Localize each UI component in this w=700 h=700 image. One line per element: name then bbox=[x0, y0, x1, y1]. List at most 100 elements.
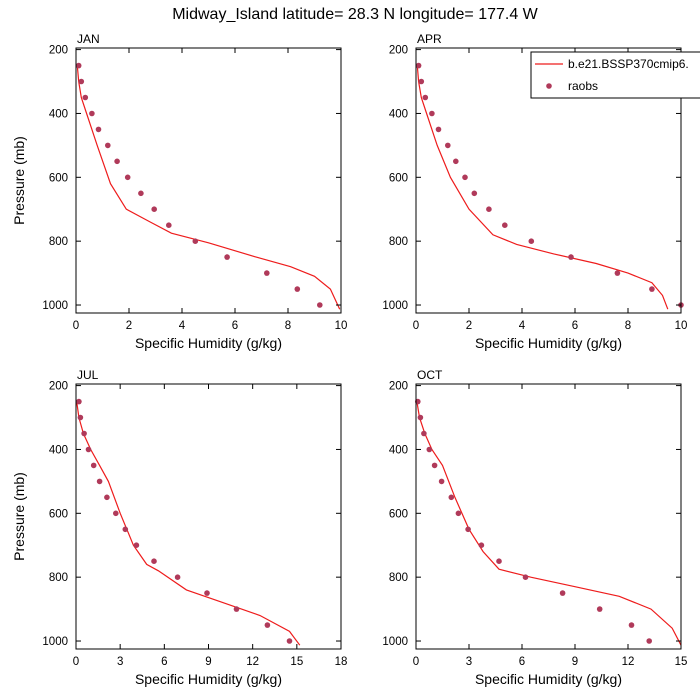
oct-y-tick-label: 1000 bbox=[382, 636, 408, 648]
oct-x-tick-label: 12 bbox=[622, 656, 635, 668]
jan-y-axis-label: Pressure (mb) bbox=[11, 136, 27, 225]
jan-model-line bbox=[76, 65, 341, 310]
apr-obs-point bbox=[415, 62, 422, 69]
apr-obs-point bbox=[422, 94, 429, 101]
apr-x-tick-label: 10 bbox=[675, 320, 688, 332]
jul-panel-title: JUL bbox=[77, 368, 99, 382]
panel-jan: 0 2 4 6 8 10 200 400 600 800 1000 JAN Specific Humid… bbox=[11, 32, 347, 351]
apr-x-tick-label: 4 bbox=[519, 320, 526, 332]
apr-y-tick-label: 800 bbox=[389, 236, 408, 248]
jul-y-tick-label: 400 bbox=[49, 444, 68, 456]
apr-y-tick-label: 200 bbox=[389, 45, 408, 57]
apr-y-tick-label: 400 bbox=[389, 108, 408, 120]
legend-model-label: b.e21.BSSP370cmip6. bbox=[568, 57, 689, 71]
jul-x-tick-label: 15 bbox=[290, 656, 303, 668]
jul-obs-point bbox=[90, 462, 97, 469]
apr-obs-point bbox=[445, 142, 451, 149]
jan-obs-point bbox=[192, 238, 199, 244]
oct-model-line bbox=[416, 401, 682, 646]
jan-obs-point bbox=[224, 254, 230, 260]
oct-obs-point bbox=[646, 638, 652, 644]
apr-obs-point bbox=[471, 190, 478, 197]
apr-obs-point bbox=[429, 110, 435, 117]
oct-y-tick-label: 400 bbox=[389, 444, 408, 456]
jul-obs-point bbox=[133, 542, 140, 548]
jul-y-tick-label: 600 bbox=[49, 508, 68, 520]
apr-obs-point bbox=[435, 126, 442, 133]
jan-obs-point bbox=[166, 222, 172, 228]
apr-y-tick-label: 600 bbox=[389, 172, 408, 184]
jan-x-tick-label: 0 bbox=[73, 320, 79, 332]
oct-obs-point bbox=[496, 558, 502, 564]
legend: b.e21.BSSP370cmip6. raobs bbox=[530, 51, 700, 99]
legend-box bbox=[530, 51, 700, 99]
apr-model-line bbox=[416, 65, 669, 310]
jul-x-tick-label: 0 bbox=[73, 656, 79, 668]
oct-y-tick-label: 200 bbox=[389, 381, 408, 393]
jan-obs-point bbox=[75, 62, 82, 69]
apr-x-axis-label: Specific Humidity (g/kg) bbox=[475, 335, 622, 351]
figure-title: Midway_Island latitude= 28.3 N longitude… bbox=[172, 6, 538, 23]
jan-obs-point bbox=[138, 190, 144, 197]
jan-x-axis-label: Specific Humidity (g/kg) bbox=[135, 335, 282, 351]
oct-panel-title: OCT bbox=[417, 368, 443, 382]
apr-plot-frame bbox=[415, 47, 682, 314]
oct-obs-point bbox=[559, 590, 566, 596]
jan-y-tick-label: 200 bbox=[49, 45, 68, 57]
jul-x-tick-label: 3 bbox=[117, 656, 123, 668]
oct-obs-point bbox=[426, 446, 433, 453]
jan-obs-point bbox=[114, 158, 120, 165]
jul-obs-point bbox=[85, 446, 92, 453]
apr-y-tick-label: 1000 bbox=[382, 300, 408, 312]
oct-obs-point bbox=[522, 574, 529, 580]
apr-x-tick-label: 0 bbox=[413, 320, 419, 332]
jul-obs-point bbox=[204, 590, 210, 596]
oct-obs-point bbox=[628, 622, 635, 628]
oct-obs-point bbox=[421, 430, 427, 437]
oct-obs-point bbox=[431, 462, 438, 469]
panel-jul: 0 3 6 9 12 15 18 200 400 600 800 1000 JUL Specific Hu… bbox=[11, 368, 347, 687]
oct-x-tick-label: 15 bbox=[675, 656, 688, 668]
jul-obs-point bbox=[96, 478, 103, 485]
apr-obs-point bbox=[614, 270, 621, 276]
jul-obs-point bbox=[113, 510, 119, 517]
jan-x-tick-label: 6 bbox=[232, 320, 238, 332]
jan-x-tick-label: 8 bbox=[285, 320, 291, 332]
jul-x-tick-label: 18 bbox=[335, 656, 348, 668]
jan-obs-point bbox=[78, 78, 85, 85]
jul-x-tick-label: 12 bbox=[246, 656, 259, 668]
apr-panel-title: APR bbox=[417, 32, 442, 46]
jan-y-tick-label: 600 bbox=[49, 172, 68, 184]
oct-obs-point bbox=[438, 478, 445, 485]
jan-obs-point bbox=[105, 142, 111, 149]
oct-x-tick-label: 3 bbox=[466, 656, 472, 668]
jan-panel-title: JAN bbox=[77, 32, 100, 46]
apr-obs-point bbox=[418, 78, 425, 85]
jul-obs-point bbox=[233, 606, 240, 612]
jan-y-tick-label: 800 bbox=[49, 236, 68, 248]
jul-x-axis-label: Specific Humidity (g/kg) bbox=[135, 671, 282, 687]
jan-obs-point bbox=[95, 126, 102, 133]
apr-obs-point bbox=[528, 238, 535, 244]
jul-x-tick-label: 6 bbox=[161, 656, 167, 668]
jan-obs-point bbox=[151, 206, 157, 212]
apr-obs-point bbox=[649, 286, 655, 292]
jul-obs-point bbox=[104, 494, 110, 501]
apr-obs-point bbox=[502, 222, 508, 228]
jul-plot-frame bbox=[75, 383, 342, 650]
oct-plot-frame bbox=[415, 383, 682, 650]
apr-x-tick-label: 6 bbox=[572, 320, 578, 332]
apr-obs-point bbox=[453, 158, 459, 165]
panel-oct: 0 3 6 9 12 15 200 400 600 800 1000 OCT Specific Humi… bbox=[382, 368, 687, 687]
jul-y-tick-label: 1000 bbox=[42, 636, 68, 648]
oct-x-axis-label: Specific Humidity (g/kg) bbox=[475, 671, 622, 687]
jul-obs-point bbox=[76, 398, 82, 405]
jul-obs-point bbox=[264, 622, 271, 628]
oct-obs-point bbox=[448, 494, 455, 501]
jul-obs-point bbox=[81, 430, 87, 437]
oct-obs-point bbox=[596, 606, 603, 612]
jul-model-line bbox=[76, 401, 301, 646]
oct-obs-point bbox=[478, 542, 485, 548]
jul-obs-point bbox=[77, 414, 84, 421]
